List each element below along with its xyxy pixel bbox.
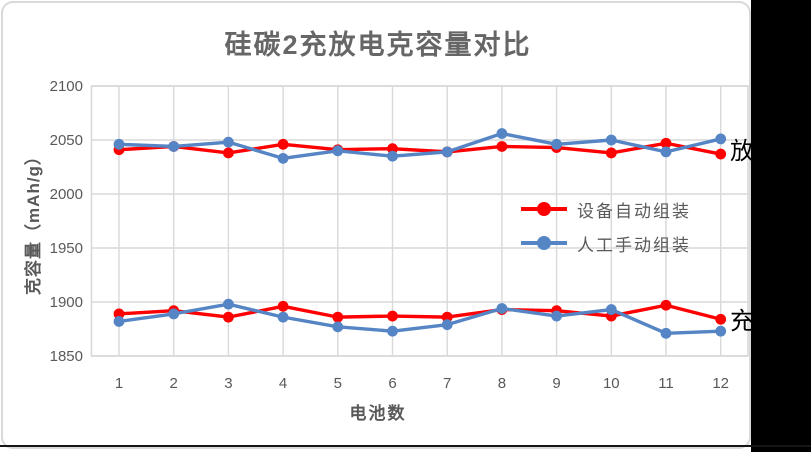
x-tick-label: 1 [115, 375, 123, 392]
series-marker [441, 146, 453, 158]
x-tick-label: 5 [334, 375, 342, 392]
series-marker [660, 299, 672, 311]
legend-line-blue [521, 236, 567, 250]
plot-border [90, 85, 749, 357]
series-marker [660, 146, 672, 158]
series-marker [113, 308, 125, 320]
series-marker [113, 138, 125, 150]
x-tick-label: 4 [279, 375, 287, 392]
legend-label-manual: 人工手动组装 [577, 235, 691, 255]
series-marker [605, 147, 617, 159]
legend-marker-red-icon [537, 202, 551, 216]
y-tick-label: 1850 [50, 348, 83, 365]
series-marker [496, 141, 508, 152]
series-marker [496, 303, 508, 314]
discharge-series-label: 放 [730, 138, 754, 165]
x-tick-label: 9 [552, 375, 560, 392]
chart-title: 硅碳2充放电克容量对比 [224, 30, 532, 60]
x-axis-title: 电池数 [349, 404, 407, 423]
y-tick-label: 1900 [50, 294, 83, 311]
y-tick-label: 2100 [50, 78, 83, 95]
x-tick-label: 7 [443, 375, 451, 392]
legend-marker-blue-icon [537, 236, 551, 250]
series-marker [551, 138, 562, 150]
series-marker [387, 150, 398, 162]
series-marker [277, 138, 289, 150]
series-marker [715, 313, 727, 325]
series-marker [605, 304, 617, 315]
x-tick-label: 3 [224, 375, 232, 392]
series-marker [715, 148, 727, 160]
series-marker [441, 311, 453, 323]
series-marker [496, 128, 508, 139]
series-marker [277, 311, 289, 323]
screen-edge-black-filler [751, 0, 811, 452]
series-marker [168, 141, 180, 152]
series-marker [715, 133, 727, 145]
legend-item-auto[interactable]: 设备自动组装 [521, 195, 691, 223]
series-marker [223, 147, 234, 159]
series-marker [441, 319, 453, 331]
bottom-edge-line [0, 445, 811, 447]
y-tick-label: 2050 [50, 132, 83, 149]
x-tick-label: 10 [603, 375, 620, 392]
series-marker [223, 298, 234, 310]
x-tick-label: 8 [498, 375, 506, 392]
legend-label-auto: 设备自动组装 [577, 201, 691, 221]
series-marker [660, 137, 672, 149]
series-marker [168, 308, 180, 320]
series-line [118, 131, 722, 161]
series-marker [332, 321, 344, 333]
series-line [118, 141, 722, 156]
series-marker [605, 134, 617, 146]
series-marker [277, 300, 289, 312]
legend-item-manual[interactable]: 人工手动组装 [521, 229, 691, 257]
series-marker [223, 136, 234, 148]
series-marker [387, 310, 398, 322]
x-tick-label: 6 [388, 375, 396, 392]
capacity-comparison-chart[interactable]: 硅碳2充放电克容量对比 克容量（mAh/g） 2100 2050 2000 1950 1… [1, 1, 754, 449]
x-tick-label: 11 [658, 375, 674, 392]
charge-series-label: 充 [730, 308, 754, 335]
series-marker [387, 143, 398, 155]
series-line [118, 302, 721, 336]
series-marker [715, 325, 727, 337]
series-marker [660, 327, 672, 339]
series-marker [387, 325, 398, 337]
legend: 设备自动组装 人工手动组装 [521, 195, 691, 257]
series-marker [223, 311, 234, 323]
y-tick-label: 1950 [50, 240, 83, 257]
series-marker [551, 310, 562, 322]
x-tick-label: 12 [712, 375, 729, 392]
series-marker [332, 311, 344, 323]
series-marker [277, 152, 289, 164]
series-marker [113, 316, 125, 327]
y-tick-label: 2000 [50, 186, 83, 203]
legend-line-red [521, 202, 567, 216]
x-tick-label: 2 [170, 375, 178, 392]
series-marker [332, 145, 344, 157]
